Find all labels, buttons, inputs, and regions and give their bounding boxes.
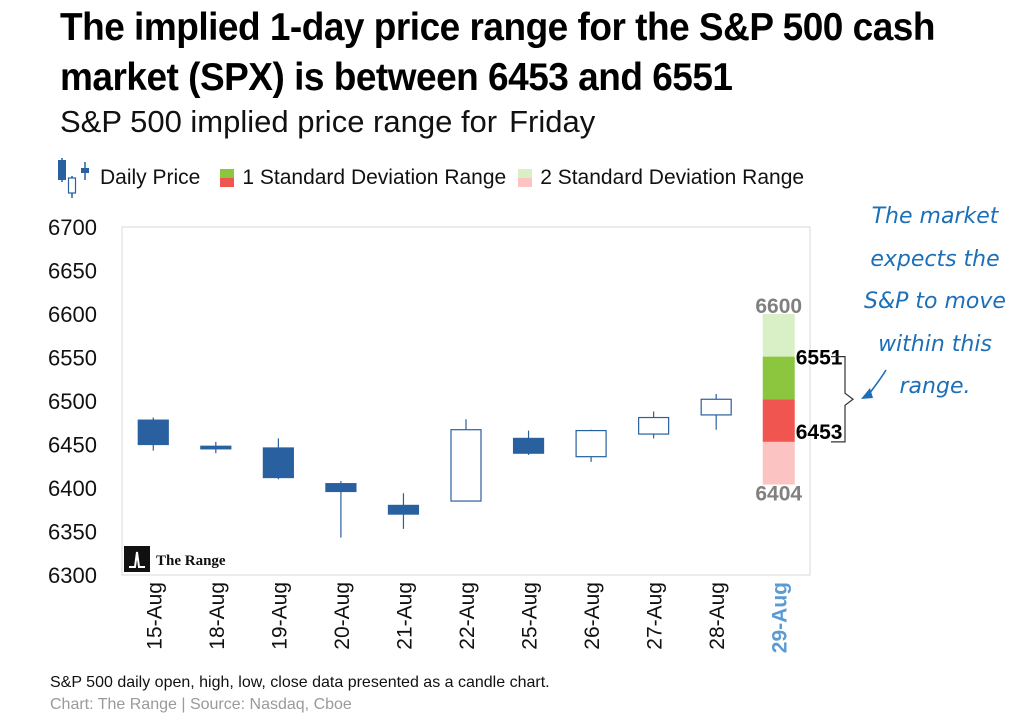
x-tick-label: 20-Aug bbox=[331, 582, 354, 650]
legend-label-daily-price: Daily Price bbox=[100, 166, 201, 189]
candle-body bbox=[137, 419, 169, 446]
chart-subtitle: S&P 500 implied price range for Friday bbox=[60, 104, 595, 140]
x-tick-label: 28-Aug bbox=[706, 582, 729, 650]
x-tick-label: 26-Aug bbox=[581, 582, 604, 650]
x-tick-label: 18-Aug bbox=[206, 582, 229, 650]
x-tick-label: 27-Aug bbox=[644, 582, 667, 650]
range-sd2-lower bbox=[762, 441, 795, 485]
legend-label-sd2: 2 Standard Deviation Range bbox=[540, 166, 805, 189]
candle-body bbox=[387, 504, 420, 515]
annotation-note: The market expects the S&P to move withi… bbox=[864, 204, 1006, 399]
range-label-sd2-high: 6600 bbox=[755, 295, 802, 318]
x-tick-label: 21-Aug bbox=[393, 582, 416, 650]
footer-source: Chart: The Range | Source: Nasdaq, Cboe bbox=[50, 696, 352, 713]
range-sd1-upper bbox=[762, 356, 795, 400]
y-tick-label: 6700 bbox=[48, 215, 97, 240]
range-label-sd2-low: 6404 bbox=[755, 483, 802, 506]
annotation-arrowhead bbox=[861, 388, 873, 399]
candle-body bbox=[450, 429, 482, 502]
range-bracket bbox=[831, 356, 854, 443]
x-tick-label: 25-Aug bbox=[519, 582, 542, 650]
watermark-text: The Range bbox=[156, 553, 226, 569]
candle-body bbox=[325, 483, 357, 493]
y-tick-label: 6600 bbox=[48, 302, 97, 327]
candle-body bbox=[638, 416, 670, 435]
legend-item-sd2: 2 Standard Deviation Range bbox=[518, 166, 804, 190]
footer-description: S&P 500 daily open, high, low, close dat… bbox=[50, 674, 550, 691]
chart-legend: Daily Price 1 Standard Deviation Range 2… bbox=[56, 158, 816, 198]
chart-title: The implied 1-day price range for the S&… bbox=[60, 5, 935, 99]
legend-item-sd1: 1 Standard Deviation Range bbox=[220, 166, 506, 190]
candle-body bbox=[262, 447, 294, 479]
y-tick-label: 6500 bbox=[48, 389, 97, 414]
x-tick-label: 29-Aug bbox=[769, 582, 792, 653]
candle-body bbox=[575, 429, 607, 458]
candle-legend-icon bbox=[58, 158, 89, 198]
candle-body bbox=[512, 437, 545, 454]
plot-area bbox=[121, 226, 811, 576]
x-tick-label: 19-Aug bbox=[268, 582, 291, 650]
sd1-swatch-icon bbox=[220, 169, 235, 187]
range-sd2-upper bbox=[762, 314, 795, 357]
x-tick-label: 22-Aug bbox=[456, 582, 479, 650]
subtitle-text: S&P 500 implied price range for bbox=[60, 104, 498, 139]
legend-label-sd1: 1 Standard Deviation Range bbox=[242, 166, 507, 189]
x-tick-label: 15-Aug bbox=[143, 582, 166, 650]
range-logo-mark bbox=[129, 551, 145, 568]
range-label-sd1-low: 6453 bbox=[796, 421, 843, 444]
sd2-swatch-icon bbox=[518, 169, 533, 187]
range-label-sd1-high: 6551 bbox=[796, 347, 843, 370]
legend-item-daily-price: Daily Price bbox=[56, 158, 200, 198]
y-tick-label: 6300 bbox=[48, 563, 97, 588]
subtitle-day: Friday bbox=[509, 104, 596, 139]
y-tick-label: 6450 bbox=[48, 433, 97, 458]
y-tick-label: 6650 bbox=[48, 259, 97, 284]
y-tick-label: 6400 bbox=[48, 476, 97, 501]
candle-body bbox=[700, 398, 732, 416]
candle-body bbox=[200, 445, 232, 450]
range-sd1-lower bbox=[762, 399, 795, 442]
y-tick-label: 6350 bbox=[48, 520, 97, 545]
y-tick-label: 6550 bbox=[48, 346, 97, 371]
